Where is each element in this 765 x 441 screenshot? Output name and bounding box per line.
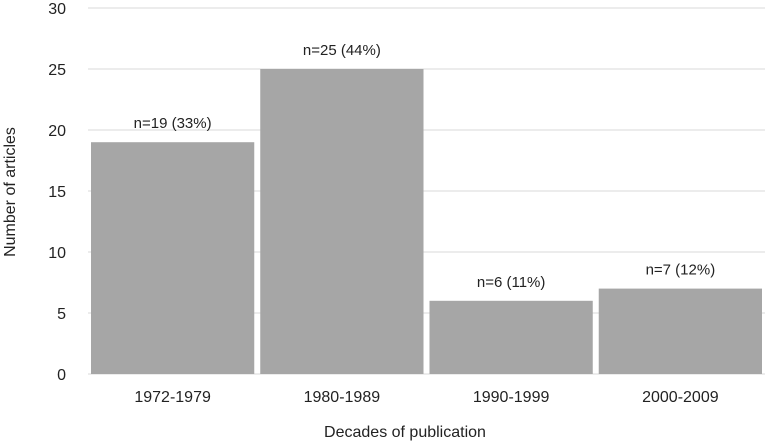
y-tick-label: 25	[48, 62, 66, 79]
y-tick-label: 0	[57, 367, 66, 384]
bar	[429, 300, 593, 374]
bar	[598, 288, 762, 374]
x-category-label: 2000-2009	[642, 389, 719, 406]
bar-data-label: n=25 (44%)	[303, 42, 381, 59]
x-category-label: 1972-1979	[134, 389, 211, 406]
y-axis-title: Number of articles	[2, 127, 19, 257]
y-tick-label: 20	[48, 123, 66, 140]
x-category-label: 1990-1999	[473, 389, 550, 406]
y-tick-label: 10	[48, 245, 66, 262]
x-category-labels: 1972-1979 1980-1989 1990-1999 2000-2009	[134, 389, 718, 406]
y-tick-label: 15	[48, 184, 66, 201]
bar-data-label: n=19 (33%)	[134, 115, 212, 132]
data-labels: n=19 (33%) n=25 (44%) n=6 (11%) n=7 (12%)	[134, 42, 716, 291]
x-axis-title: Decades of publication	[324, 424, 486, 441]
bar	[260, 69, 424, 374]
bar	[91, 142, 255, 374]
y-tick-label: 5	[57, 306, 66, 323]
bar-data-label: n=7 (12%)	[646, 262, 716, 279]
bar-data-label: n=6 (11%)	[477, 274, 546, 291]
y-tick-labels: 0 5 10 15 20 25 30	[48, 1, 66, 384]
x-category-label: 1980-1989	[304, 389, 381, 406]
bars	[91, 69, 762, 374]
y-tick-label: 30	[48, 1, 66, 18]
